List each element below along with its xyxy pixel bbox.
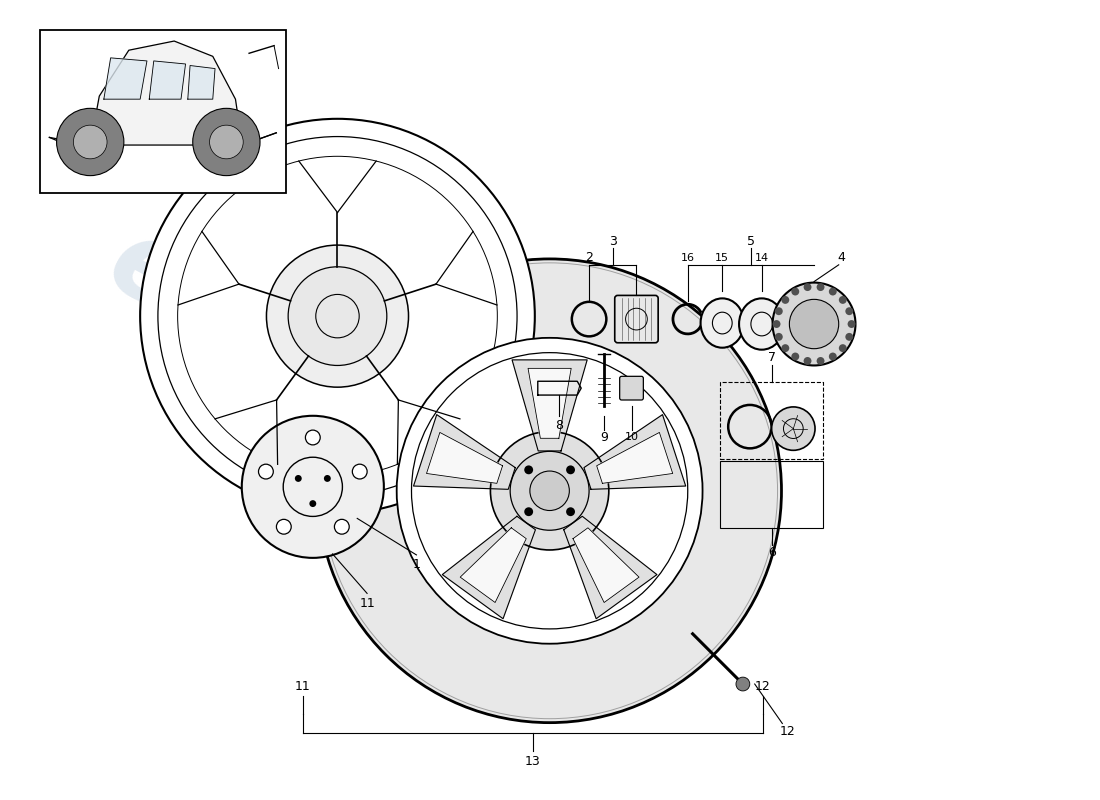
- Circle shape: [525, 507, 533, 516]
- Circle shape: [510, 451, 590, 530]
- Circle shape: [791, 353, 800, 361]
- Polygon shape: [528, 368, 571, 438]
- Bar: [720, 382, 823, 459]
- Circle shape: [845, 307, 854, 315]
- Polygon shape: [442, 516, 536, 618]
- Circle shape: [845, 333, 854, 341]
- Polygon shape: [427, 433, 503, 483]
- Text: 10: 10: [625, 433, 638, 442]
- Text: 4: 4: [838, 251, 846, 265]
- Circle shape: [318, 259, 781, 722]
- Circle shape: [828, 288, 837, 295]
- Circle shape: [491, 431, 608, 550]
- Circle shape: [258, 464, 273, 479]
- Circle shape: [56, 108, 124, 176]
- Circle shape: [397, 338, 703, 644]
- Polygon shape: [538, 382, 581, 395]
- Text: 2: 2: [585, 251, 593, 265]
- Text: 15: 15: [715, 253, 729, 263]
- Circle shape: [839, 296, 847, 304]
- Ellipse shape: [739, 298, 784, 350]
- Circle shape: [839, 344, 847, 352]
- Text: 12: 12: [755, 680, 770, 693]
- Circle shape: [774, 333, 783, 341]
- Polygon shape: [188, 66, 214, 99]
- Circle shape: [140, 118, 535, 514]
- Circle shape: [334, 519, 349, 534]
- Circle shape: [828, 353, 837, 361]
- Circle shape: [804, 357, 812, 365]
- Text: 8: 8: [556, 419, 563, 432]
- Circle shape: [210, 125, 243, 159]
- Bar: [40, 30, 286, 193]
- Polygon shape: [50, 41, 276, 145]
- Text: 14: 14: [755, 253, 769, 263]
- Circle shape: [781, 344, 790, 352]
- Circle shape: [352, 464, 367, 479]
- Polygon shape: [596, 433, 673, 483]
- Circle shape: [736, 677, 750, 691]
- Circle shape: [192, 108, 260, 176]
- Circle shape: [266, 245, 408, 387]
- Circle shape: [791, 288, 800, 295]
- Text: 11: 11: [360, 597, 375, 610]
- Circle shape: [772, 282, 856, 366]
- Bar: [720, 461, 823, 528]
- Polygon shape: [573, 528, 639, 602]
- Polygon shape: [460, 528, 526, 602]
- Circle shape: [816, 283, 825, 291]
- Text: 1: 1: [412, 558, 420, 571]
- FancyBboxPatch shape: [619, 376, 644, 400]
- Circle shape: [306, 430, 320, 445]
- Text: 5: 5: [747, 234, 755, 248]
- FancyBboxPatch shape: [615, 295, 658, 342]
- Circle shape: [242, 416, 384, 558]
- Circle shape: [288, 266, 387, 366]
- Text: eurospares: eurospares: [91, 207, 761, 632]
- Text: 3: 3: [608, 234, 617, 248]
- Circle shape: [530, 471, 570, 510]
- Circle shape: [309, 500, 317, 507]
- Text: 11: 11: [295, 680, 311, 693]
- Circle shape: [816, 357, 825, 365]
- Circle shape: [772, 320, 781, 328]
- Circle shape: [566, 507, 575, 516]
- Circle shape: [276, 519, 292, 534]
- Circle shape: [295, 475, 301, 482]
- Text: 12: 12: [780, 725, 795, 738]
- Circle shape: [771, 407, 815, 450]
- Circle shape: [566, 466, 575, 474]
- Text: 7: 7: [768, 351, 776, 364]
- Circle shape: [525, 466, 533, 474]
- Polygon shape: [150, 61, 186, 99]
- Text: 6: 6: [768, 546, 776, 559]
- Polygon shape: [513, 360, 587, 451]
- Polygon shape: [414, 414, 515, 490]
- Circle shape: [781, 296, 790, 304]
- Polygon shape: [103, 58, 147, 99]
- Text: 16: 16: [681, 253, 695, 263]
- Text: a passion for parts since 1985: a passion for parts since 1985: [332, 468, 678, 667]
- Text: 9: 9: [600, 431, 608, 444]
- Ellipse shape: [701, 298, 744, 348]
- Text: 13: 13: [525, 754, 541, 768]
- Circle shape: [74, 125, 107, 159]
- Ellipse shape: [276, 124, 330, 509]
- Circle shape: [790, 299, 838, 349]
- Circle shape: [804, 283, 812, 291]
- Polygon shape: [584, 414, 685, 490]
- Circle shape: [323, 475, 331, 482]
- Polygon shape: [564, 516, 657, 618]
- Circle shape: [774, 307, 783, 315]
- Circle shape: [848, 320, 856, 328]
